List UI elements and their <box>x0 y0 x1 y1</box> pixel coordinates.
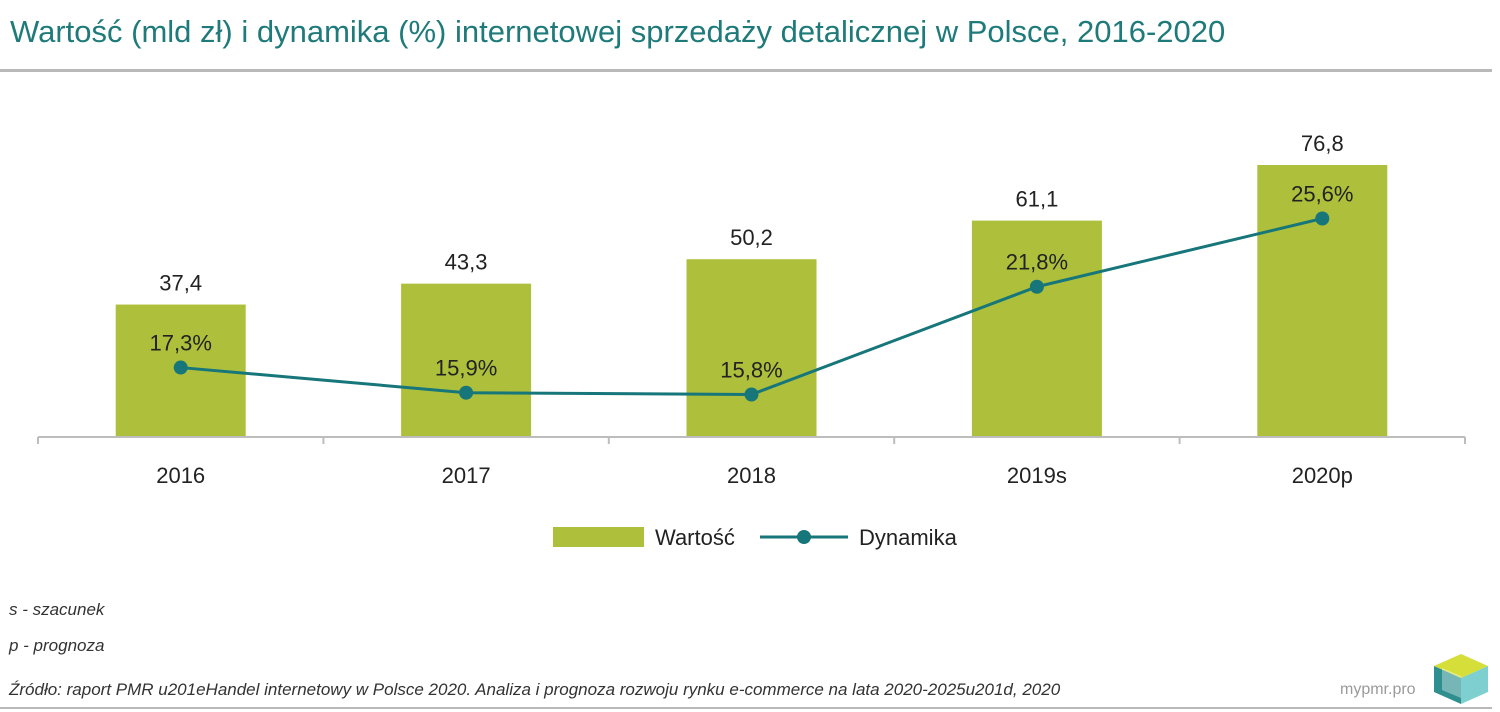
bar-value-label-2017: 43,3 <box>445 250 488 275</box>
bar-value-label-2016: 37,4 <box>159 271 202 296</box>
bar-2020p <box>1257 165 1388 437</box>
x-tick-label-2019s: 2019s <box>1007 463 1067 488</box>
dynamika-label-2018: 15,8% <box>720 358 782 383</box>
legend: Wartość Dynamika <box>553 525 958 550</box>
dynamika-point-2020p <box>1315 211 1330 226</box>
x-tick-label-2018: 2018 <box>727 463 776 488</box>
note-prognoza: p - prognoza <box>9 636 105 655</box>
x-axis: 2016 2017 2018 2019s 2020p <box>37 436 1466 488</box>
dynamika-point-2018 <box>744 387 759 402</box>
dynamika-label-2016: 17,3% <box>150 331 212 356</box>
note-szacunek: s - szacunek <box>9 600 105 619</box>
legend-dynamika-marker <box>797 530 811 544</box>
dynamika-point-2017 <box>459 385 474 400</box>
x-tick-label-2020p: 2020p <box>1292 463 1353 488</box>
pmr-cube-logo-icon <box>1434 654 1488 704</box>
bar-value-label-2020p: 76,8 <box>1301 131 1344 156</box>
title-divider <box>0 69 1492 72</box>
footer-divider <box>0 707 1492 709</box>
labels-layer: 37,4 43,3 50,2 61,1 76,8 17,3% 15,9% 15,8% 21,8%… <box>150 131 1354 383</box>
bar-2019s <box>971 220 1102 437</box>
x-tick-label-2016: 2016 <box>156 463 205 488</box>
dynamika-line-layer <box>173 211 1330 402</box>
chart-canvas: 2016 2017 2018 2019s 2020p 37,4 43,3 50,2 61,1 7… <box>37 131 1466 550</box>
dynamika-label-2019s: 21,8% <box>1006 250 1068 275</box>
legend-wartosc-label: Wartość <box>655 525 735 550</box>
dynamika-label-2017: 15,9% <box>435 356 497 381</box>
bar-value-label-2018: 50,2 <box>730 225 773 250</box>
source-note: Źródło: raport PMR u201eHandel interneto… <box>9 680 1061 699</box>
legend-dynamika-label: Dynamika <box>859 525 958 550</box>
bars-layer <box>115 165 1388 437</box>
brand-text[interactable]: mypmr.pro <box>1340 681 1416 698</box>
bar-2017 <box>401 283 532 437</box>
dynamika-point-2016 <box>173 360 188 375</box>
legend-wartosc-swatch <box>553 527 644 547</box>
chart-title: Wartość (mld zł) i dynamika (%) internet… <box>10 14 1226 49</box>
dynamika-point-2019s <box>1029 279 1044 294</box>
bar-value-label-2019s: 61,1 <box>1015 187 1058 212</box>
dynamika-label-2020p: 25,6% <box>1291 181 1353 206</box>
x-tick-label-2017: 2017 <box>442 463 491 488</box>
bar-2018 <box>686 259 817 437</box>
